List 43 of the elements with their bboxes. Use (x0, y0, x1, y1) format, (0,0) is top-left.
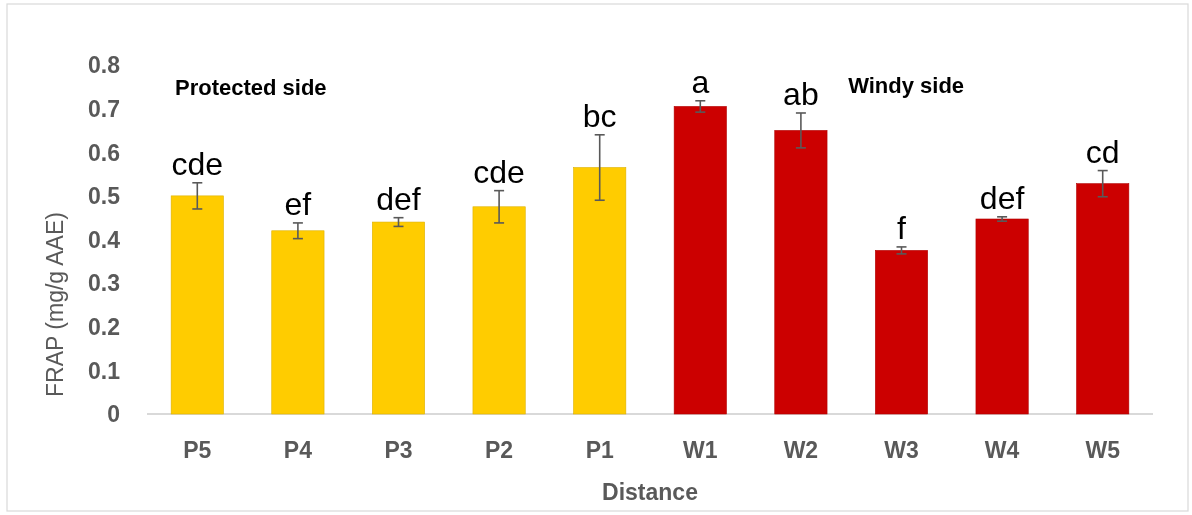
data-label: cd (1085, 133, 1120, 170)
bar (573, 167, 627, 415)
x-tick-label: W5 (1085, 437, 1121, 463)
bar (975, 218, 1029, 415)
data-label: bc (582, 97, 617, 134)
x-tick-label: P5 (183, 437, 212, 463)
data-label: def (376, 180, 421, 217)
y-tick-label: 0.7 (88, 95, 120, 122)
data-label: f (897, 209, 907, 246)
y-tick-label: 0 (107, 401, 120, 428)
x-tick-label: W4 (984, 437, 1020, 463)
y-tick-label: 0.2 (88, 314, 120, 341)
x-tick-label: P4 (283, 437, 313, 463)
data-label: a (691, 63, 710, 100)
annotation: Protected side (175, 75, 327, 100)
y-tick-label: 0.4 (88, 226, 121, 253)
x-tick-label: W2 (783, 437, 819, 463)
data-label: ab (783, 75, 819, 112)
data-label: def (979, 179, 1025, 216)
bar (271, 230, 325, 415)
bar (472, 206, 526, 415)
y-tick-label: 0.3 (88, 270, 120, 297)
x-tick-label: W1 (683, 437, 718, 463)
bar (673, 106, 727, 415)
data-label: cde (473, 153, 525, 190)
bar (774, 130, 828, 415)
y-tick-label: 0.8 (88, 52, 121, 79)
x-tick-label: P2 (485, 437, 514, 463)
x-tick-label: P1 (585, 437, 614, 463)
y-tick-label: 0.1 (88, 357, 121, 384)
y-tick-label: 0.5 (88, 183, 121, 210)
x-tick-label: P3 (384, 437, 413, 463)
x-axis-title: Distance (602, 479, 698, 505)
bar (170, 195, 224, 415)
data-label: ef (284, 185, 312, 222)
x-tick-label: W3 (884, 437, 919, 463)
annotation: Windy side (848, 73, 965, 98)
bar (372, 221, 425, 415)
y-axis-title: FRAP (mg/g AAE) (42, 212, 68, 397)
y-tick-label: 0.6 (88, 139, 120, 166)
bar (875, 250, 928, 415)
bar (1076, 183, 1130, 415)
data-label: cde (171, 145, 224, 182)
